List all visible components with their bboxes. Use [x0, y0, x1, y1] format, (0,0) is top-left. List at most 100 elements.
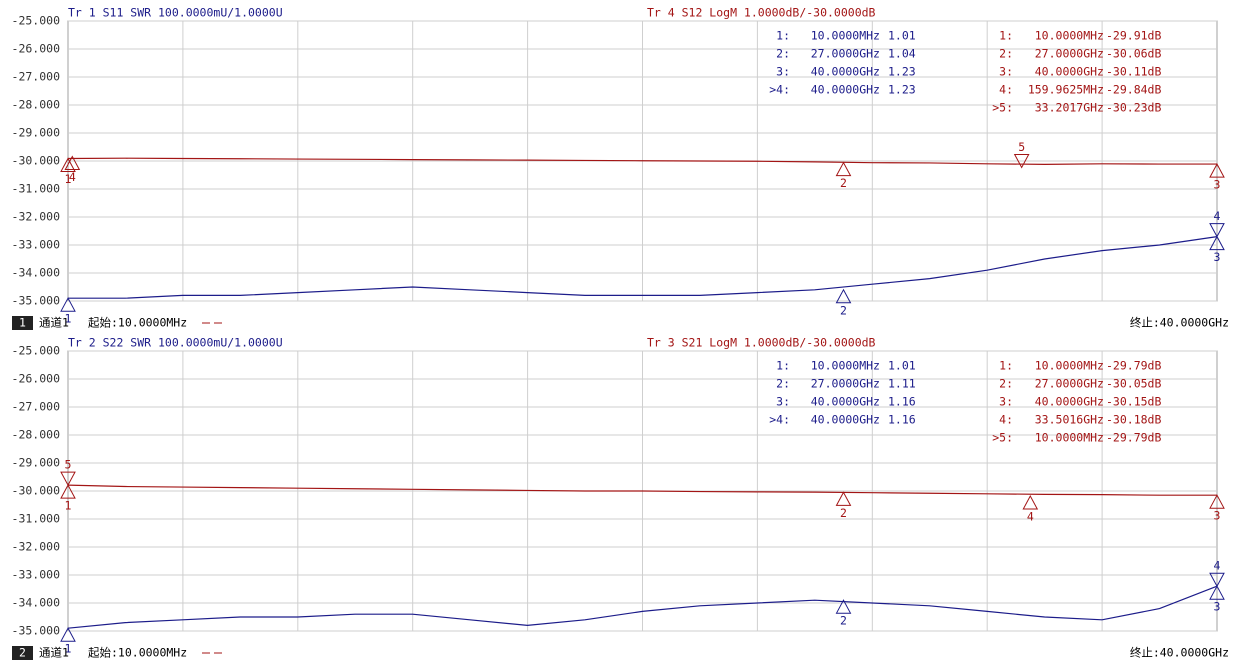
marker-label: 2 — [840, 614, 847, 628]
readout-value: -30.05dB — [1106, 377, 1161, 391]
readout-freq: 40.0000GHz — [811, 83, 880, 97]
y-tick-label: -35.000 — [12, 624, 61, 638]
readout-freq: 10.0000MHz — [1035, 29, 1104, 43]
marker-label: 3 — [1214, 250, 1221, 264]
readout-value: 1.16 — [888, 413, 916, 427]
readout-id: 3: — [999, 65, 1013, 79]
readout-value: 1.01 — [888, 359, 916, 373]
readout-freq: 40.0000GHz — [811, 413, 880, 427]
readout-value: -30.11dB — [1106, 65, 1161, 79]
y-tick-label: -33.000 — [12, 568, 61, 582]
trace-title: Tr 3 S21 LogM 1.0000dB/-30.0000dB — [647, 336, 876, 350]
marker-label: 5 — [65, 458, 72, 472]
trace-title: Tr 1 S11 SWR 100.0000mU/1.0000U — [68, 6, 283, 20]
readout-value: -29.84dB — [1106, 83, 1161, 97]
marker-label: 4 — [1027, 510, 1034, 524]
marker-label: 3 — [1214, 600, 1221, 614]
marker-label: 2 — [840, 176, 847, 190]
y-tick-label: -33.000 — [12, 238, 61, 252]
readout-freq: 40.0000GHz — [1035, 395, 1104, 409]
channel-badge: 1 — [19, 316, 26, 330]
y-tick-label: -32.000 — [12, 540, 61, 554]
readout-id: 3: — [999, 395, 1013, 409]
y-tick-label: -25.000 — [12, 344, 61, 358]
readout-id: 1: — [999, 359, 1013, 373]
readout-freq: 10.0000MHz — [811, 359, 880, 373]
marker — [60, 157, 76, 172]
y-tick-label: -26.000 — [12, 372, 61, 386]
readout-id: >4: — [769, 413, 790, 427]
readout-value: 1.11 — [888, 377, 916, 391]
readout-freq: 27.0000GHz — [811, 377, 880, 391]
channel-badge-box — [12, 646, 33, 660]
start-label: 起始:10.0000MHz — [88, 646, 187, 660]
channel-badge: 2 — [19, 646, 26, 660]
readout-freq: 27.0000GHz — [811, 47, 880, 61]
readout-id: 1: — [776, 29, 790, 43]
marker-label: 2 — [840, 506, 847, 520]
trace — [67, 484, 1217, 496]
channel-badge-box — [12, 316, 33, 330]
readout-freq: 10.0000MHz — [1035, 359, 1104, 373]
marker-label: 4 — [1214, 209, 1221, 223]
readout-value: 1.16 — [888, 395, 916, 409]
readout-value: -30.23dB — [1106, 101, 1161, 115]
marker — [1209, 494, 1225, 509]
marker-label: 1 — [65, 642, 72, 656]
y-tick-label: -26.000 — [12, 42, 61, 56]
readout-freq: 27.0000GHz — [1035, 377, 1104, 391]
marker — [60, 627, 76, 642]
y-tick-label: -32.000 — [12, 210, 61, 224]
marker-label: 5 — [1018, 140, 1025, 154]
marker — [835, 288, 852, 304]
readout-id: 1: — [999, 29, 1013, 43]
stop-label: 终止:40.0000GHz — [1130, 646, 1229, 660]
marker — [835, 599, 852, 614]
readout-freq: 10.0000MHz — [811, 29, 880, 43]
marker-label: 1 — [65, 312, 72, 326]
y-tick-label: -28.000 — [12, 428, 61, 442]
readout-value: 1.04 — [888, 47, 916, 61]
marker — [60, 471, 76, 487]
channel-label: 通道1 — [39, 316, 69, 330]
readout-value: -30.18dB — [1106, 413, 1161, 427]
y-tick-label: -25.000 — [12, 14, 61, 28]
marker — [835, 491, 852, 506]
readout-id: 3: — [776, 65, 790, 79]
readout-value: -30.15dB — [1106, 395, 1161, 409]
readout-value: 1.01 — [888, 29, 916, 43]
y-tick-label: -27.000 — [12, 400, 61, 414]
stop-label: 终止:40.0000GHz — [1130, 316, 1229, 330]
readout-id: 2: — [999, 377, 1013, 391]
marker — [60, 484, 76, 499]
marker — [835, 161, 852, 177]
start-label: 起始:10.0000MHz — [88, 316, 187, 330]
trace-title: Tr 2 S22 SWR 100.0000mU/1.0000U — [68, 336, 283, 350]
marker — [1209, 235, 1225, 251]
readout-id: >5: — [992, 101, 1013, 115]
y-tick-label: -27.000 — [12, 70, 61, 84]
readout-id: 2: — [999, 47, 1013, 61]
readout-freq: 159.9625MHz — [1028, 83, 1104, 97]
marker — [1209, 572, 1225, 588]
y-tick-label: -31.000 — [12, 182, 61, 196]
readout-value: 1.23 — [888, 65, 916, 79]
readout-id: 2: — [776, 47, 790, 61]
readout-freq: 10.0000MHz — [1035, 431, 1104, 445]
channel-label: 通道1 — [39, 646, 69, 660]
y-tick-label: -34.000 — [12, 266, 61, 280]
y-tick-label: -31.000 — [12, 512, 61, 526]
readout-value: 1.23 — [888, 83, 916, 97]
y-tick-label: -29.000 — [12, 126, 61, 140]
marker-label: 2 — [840, 303, 847, 317]
readout-freq: 27.0000GHz — [1035, 47, 1104, 61]
readout-value: -29.91dB — [1106, 29, 1161, 43]
marker — [64, 155, 81, 171]
y-tick-label: -30.000 — [12, 484, 61, 498]
readout-value: -30.06dB — [1106, 47, 1161, 61]
trace-title: Tr 4 S12 LogM 1.0000dB/-30.0000dB — [647, 6, 876, 20]
y-tick-label: -28.000 — [12, 98, 61, 112]
marker-label: 1 — [65, 499, 72, 513]
marker — [1209, 223, 1225, 238]
